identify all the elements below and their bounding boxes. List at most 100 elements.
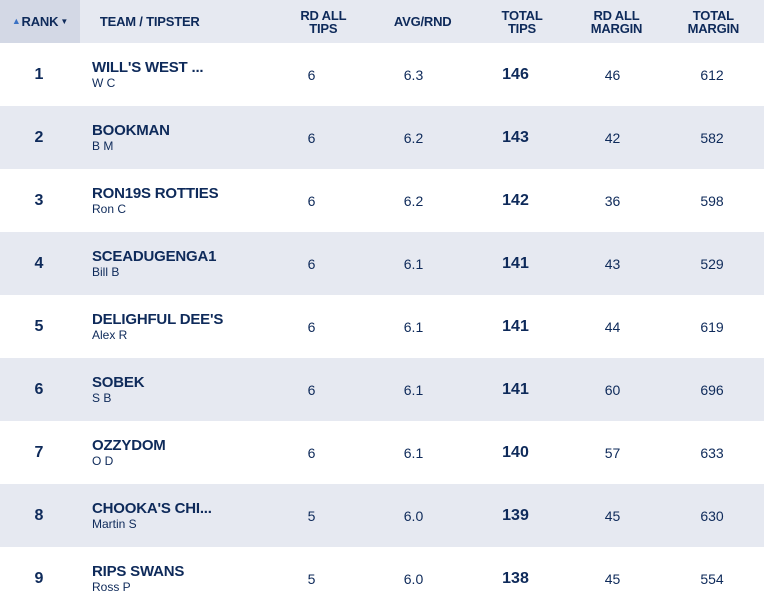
- rd-all-margin-cell: 44: [604, 318, 621, 335]
- total-margin-cell: 630: [700, 507, 724, 524]
- rd-all-tips-header-label: RD ALL TIPS: [300, 7, 347, 36]
- total-tips-cell: 139: [502, 506, 529, 524]
- team-name[interactable]: CHOOKA'S CHI...: [92, 499, 212, 517]
- table-row[interactable]: 6 SOBEK S B 6 6.1 141 60 696: [0, 358, 764, 421]
- table-row[interactable]: 8 CHOOKA'S CHI... Martin S 5 6.0 139 45 630: [0, 484, 764, 547]
- rd-all-margin-cell: 45: [604, 570, 621, 587]
- total-tips-cell: 141: [502, 254, 529, 272]
- rd-all-tips-cell: 6: [307, 66, 316, 83]
- total-margin-cell: 529: [700, 255, 724, 272]
- team-cell[interactable]: DELIGHFUL DEE'S Alex R: [82, 310, 262, 342]
- total-tips-column-header[interactable]: TOTAL TIPS: [474, 0, 570, 43]
- team-column-header[interactable]: TEAM / TIPSTER: [80, 0, 275, 43]
- rd-all-margin-cell: 43: [604, 255, 621, 272]
- table-row[interactable]: 2 BOOKMAN B M 6 6.2 143 42 582: [0, 106, 764, 169]
- avg-rnd-cell: 6.0: [403, 507, 424, 524]
- rank-cell: 5: [34, 317, 44, 335]
- rd-all-tips-cell: 5: [307, 570, 316, 587]
- avg-rnd-cell: 6.1: [403, 444, 424, 461]
- total-margin-column-header[interactable]: TOTAL MARGIN: [663, 0, 764, 43]
- total-tips-cell: 142: [502, 191, 529, 209]
- total-tips-cell: 141: [502, 380, 529, 398]
- rd-all-margin-cell: 57: [604, 444, 621, 461]
- total-tips-cell: 146: [502, 65, 529, 83]
- tipster-name: Ron C: [92, 201, 127, 216]
- rank-cell: 8: [34, 506, 44, 524]
- total-tips-cell: 143: [502, 128, 529, 146]
- tipster-name: Martin S: [92, 516, 137, 531]
- tipster-name: O D: [92, 453, 114, 468]
- team-cell[interactable]: OZZYDOM O D: [82, 436, 262, 468]
- table-row[interactable]: 3 RON19S ROTTIES Ron C 6 6.2 142 36 598: [0, 169, 764, 232]
- rank-cell: 4: [34, 254, 44, 272]
- total-margin-header-label: TOTAL MARGIN: [687, 7, 740, 36]
- rd-all-margin-cell: 46: [604, 66, 621, 83]
- team-name[interactable]: SCEADUGENGA1: [92, 247, 217, 265]
- tipster-name: Alex R: [92, 327, 128, 342]
- rank-cell: 9: [34, 569, 44, 587]
- total-margin-cell: 598: [700, 192, 724, 209]
- total-margin-cell: 696: [700, 381, 724, 398]
- avg-rnd-cell: 6.2: [403, 192, 424, 209]
- total-margin-cell: 619: [700, 318, 724, 335]
- team-name[interactable]: RIPS SWANS: [92, 562, 185, 580]
- table-row[interactable]: 1 WILL'S WEST ... W C 6 6.3 146 46 612: [0, 43, 764, 106]
- avg-rnd-cell: 6.3: [403, 66, 424, 83]
- team-cell[interactable]: CHOOKA'S CHI... Martin S: [82, 499, 262, 531]
- rd-all-margin-column-header[interactable]: RD ALL MARGIN: [570, 0, 663, 43]
- tipster-name: B M: [92, 138, 114, 153]
- rd-all-margin-cell: 36: [604, 192, 621, 209]
- rank-cell: 2: [34, 128, 44, 146]
- table-row[interactable]: 4 SCEADUGENGA1 Bill B 6 6.1 141 43 529: [0, 232, 764, 295]
- avg-rnd-column-header[interactable]: AVG/RND: [372, 0, 474, 43]
- table-row[interactable]: 7 OZZYDOM O D 6 6.1 140 57 633: [0, 421, 764, 484]
- avg-rnd-cell: 6.1: [403, 318, 424, 335]
- avg-rnd-cell: 6.0: [403, 570, 424, 587]
- rd-all-tips-cell: 5: [307, 507, 316, 524]
- tipster-name: Bill B: [92, 264, 120, 279]
- team-name[interactable]: RON19S ROTTIES: [92, 184, 219, 202]
- team-cell[interactable]: SCEADUGENGA1 Bill B: [82, 247, 262, 279]
- team-header-label: TEAM / TIPSTER: [99, 14, 200, 29]
- total-margin-cell: 554: [700, 570, 724, 587]
- rank-cell: 7: [34, 443, 44, 461]
- rd-all-tips-cell: 6: [307, 255, 316, 272]
- avg-rnd-cell: 6.2: [403, 129, 424, 146]
- rank-header-label: RANK: [21, 14, 59, 29]
- rd-all-tips-cell: 6: [307, 318, 316, 335]
- table-row[interactable]: 5 DELIGHFUL DEE'S Alex R 6 6.1 141 44 619: [0, 295, 764, 358]
- avg-rnd-cell: 6.1: [403, 381, 424, 398]
- team-name[interactable]: DELIGHFUL DEE'S: [92, 310, 224, 328]
- team-name[interactable]: BOOKMAN: [92, 121, 170, 139]
- rank-cell: 3: [34, 191, 44, 209]
- team-cell[interactable]: SOBEK S B: [82, 373, 262, 405]
- chevron-down-icon: ▼: [60, 17, 69, 26]
- rd-all-margin-cell: 60: [604, 381, 621, 398]
- total-tips-header-label: TOTAL TIPS: [501, 7, 543, 36]
- tipster-name: Ross P: [92, 579, 131, 594]
- avg-rnd-header-label: AVG/RND: [393, 14, 452, 29]
- rd-all-tips-cell: 6: [307, 192, 316, 209]
- tipster-name: W C: [92, 75, 116, 90]
- total-margin-cell: 612: [700, 66, 724, 83]
- rank-column-header[interactable]: ▲ RANK ▼: [0, 0, 80, 43]
- total-tips-cell: 141: [502, 317, 529, 335]
- team-name[interactable]: OZZYDOM: [92, 436, 166, 454]
- total-tips-cell: 140: [502, 443, 529, 461]
- team-cell[interactable]: RIPS SWANS Ross P: [82, 562, 262, 594]
- tipster-name: S B: [92, 390, 112, 405]
- team-cell[interactable]: WILL'S WEST ... W C: [82, 58, 262, 90]
- rd-all-margin-header-label: RD ALL MARGIN: [590, 7, 643, 36]
- team-name[interactable]: WILL'S WEST ...: [92, 58, 204, 76]
- rd-all-tips-column-header[interactable]: RD ALL TIPS: [275, 0, 371, 43]
- rank-cell: 6: [34, 380, 44, 398]
- table-header: ▲ RANK ▼ TEAM / TIPSTER RD ALL TIPS AVG/R…: [0, 0, 764, 43]
- rank-cell: 1: [34, 65, 44, 83]
- team-name[interactable]: SOBEK: [92, 373, 145, 391]
- sort-ascending-icon: ▲: [11, 16, 21, 26]
- team-cell[interactable]: RON19S ROTTIES Ron C: [82, 184, 262, 216]
- table-body: 1 WILL'S WEST ... W C 6 6.3 146 46 612 2 BOOKMAN B…: [0, 43, 764, 610]
- team-cell[interactable]: BOOKMAN B M: [82, 121, 262, 153]
- rd-all-tips-cell: 6: [307, 129, 316, 146]
- table-row[interactable]: 9 RIPS SWANS Ross P 5 6.0 138 45 554: [0, 547, 764, 610]
